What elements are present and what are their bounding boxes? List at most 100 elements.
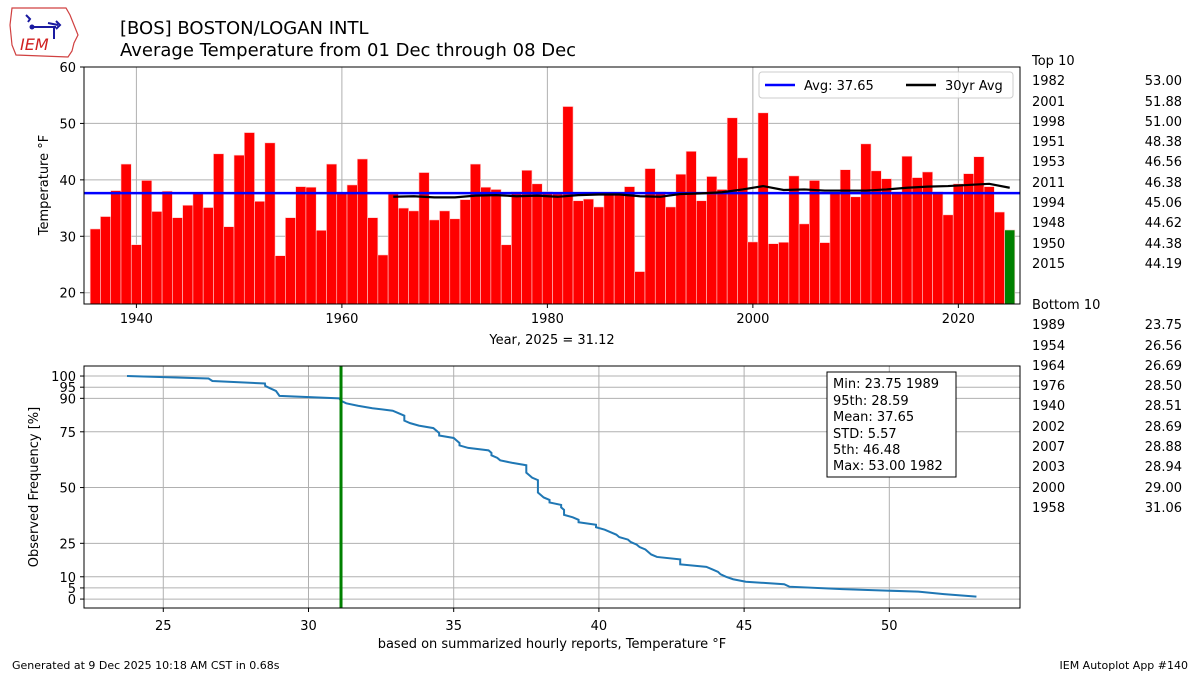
top-y-tick-label: 50 bbox=[59, 117, 76, 132]
bottom10-year: 2000 bbox=[1032, 479, 1065, 499]
top-x-tick-label: 2000 bbox=[736, 312, 769, 327]
bar-year-1949 bbox=[224, 227, 234, 304]
top10-row: 2001 51.88 bbox=[1032, 93, 1182, 113]
bar-year-1975 bbox=[491, 189, 501, 304]
bar-year-2005 bbox=[799, 224, 809, 304]
bottom10-year: 1964 bbox=[1032, 357, 1065, 377]
legend-30yr-label: 30yr Avg bbox=[945, 79, 1003, 94]
legend: Avg: 37.65 30yr Avg bbox=[759, 72, 1013, 98]
top10-row: 201544.19 bbox=[1032, 255, 1182, 275]
bar-year-2007 bbox=[820, 243, 830, 304]
bar-year-1937 bbox=[100, 217, 110, 304]
top-bars bbox=[90, 107, 1015, 305]
bottom-y-tick-label: 100 bbox=[51, 370, 76, 385]
bar-year-1994 bbox=[686, 151, 696, 304]
top10-value: 51.88 bbox=[1145, 93, 1182, 113]
top-y-tick-label: 60 bbox=[59, 61, 76, 76]
bottom10-row: 1964 26.69 bbox=[1032, 357, 1182, 377]
bar-year-1948 bbox=[213, 154, 223, 304]
bar-year-1936 bbox=[90, 229, 100, 304]
bar-year-1963 bbox=[368, 218, 378, 304]
bottom-y-tick-label: 25 bbox=[59, 537, 76, 552]
bottom10-value: 28.51 bbox=[1145, 397, 1182, 417]
bar-year-1989 bbox=[635, 272, 645, 304]
app-credit: IEM Autoplot App #140 bbox=[1060, 659, 1189, 672]
top10-year: 1948 bbox=[1032, 214, 1065, 234]
bar-year-2023 bbox=[984, 187, 994, 304]
bottom-y-axis-label: Observed Frequency [%] bbox=[27, 407, 42, 567]
bar-year-1973 bbox=[470, 164, 480, 304]
top10-year: 2001 bbox=[1032, 93, 1065, 113]
bar-year-1998 bbox=[727, 118, 737, 304]
top10-row: 195044.38 bbox=[1032, 235, 1182, 255]
stat-min: Min: 23.75 1989 bbox=[833, 377, 939, 392]
bottom10-value: 31.06 bbox=[1145, 499, 1182, 519]
bar-year-1939 bbox=[121, 164, 131, 304]
top10-value: 46.56 bbox=[1145, 153, 1182, 173]
top-x-tick-label: 1960 bbox=[325, 312, 358, 327]
bar-year-1961 bbox=[347, 185, 357, 304]
charts-canvas: 2030405060 19401960198020002020 Temperat… bbox=[0, 0, 1200, 675]
bar-year-2013 bbox=[881, 179, 891, 304]
bar-year-2010 bbox=[850, 197, 860, 304]
top10-row: 201146.38 bbox=[1032, 174, 1182, 194]
bottom10-value: 26.69 bbox=[1145, 357, 1182, 377]
bar-year-1995 bbox=[696, 201, 706, 304]
bar-year-1977 bbox=[511, 192, 521, 304]
top10-year: 1994 bbox=[1032, 194, 1065, 214]
bar-year-1953 bbox=[265, 143, 275, 304]
bottom10-year: 2002 bbox=[1032, 418, 1065, 438]
bar-year-1978 bbox=[522, 170, 532, 304]
top10-year: 1982 bbox=[1032, 72, 1065, 92]
bottom10-row: 195426.56 bbox=[1032, 337, 1182, 357]
bottom-x-tick-label: 50 bbox=[881, 619, 898, 634]
bar-year-2003 bbox=[779, 242, 789, 304]
bottom10-year: 1989 bbox=[1032, 316, 1065, 336]
bar-year-1940 bbox=[131, 245, 141, 304]
bar-year-1992 bbox=[666, 207, 676, 304]
bottom10-value: 29.00 bbox=[1145, 479, 1182, 499]
bottom-y-tick-label: 50 bbox=[59, 482, 76, 497]
stat-5th: 5th: 46.48 bbox=[833, 443, 900, 458]
bar-year-1957 bbox=[306, 187, 316, 304]
bottom10-year: 1958 bbox=[1032, 499, 1065, 519]
stat-95th: 95th: 28.59 bbox=[833, 394, 909, 409]
bottom10-row: 197628.50 bbox=[1032, 377, 1182, 397]
bar-year-1981 bbox=[553, 194, 563, 304]
bar-year-2006 bbox=[809, 180, 819, 304]
bottom-x-tick-label: 30 bbox=[300, 619, 317, 634]
bar-year-1979 bbox=[532, 184, 542, 304]
bottom10-value: 28.69 bbox=[1145, 418, 1182, 438]
bottom-y-tick-label: 10 bbox=[59, 571, 76, 586]
top10-row: 199851.00 bbox=[1032, 113, 1182, 133]
bottom-x-axis-label: based on summarized hourly reports, Temp… bbox=[378, 637, 727, 652]
top10-year: 2015 bbox=[1032, 255, 1065, 275]
bottom10-year: 1940 bbox=[1032, 397, 1065, 417]
top10-value: 45.06 bbox=[1145, 194, 1182, 214]
bar-year-1947 bbox=[203, 208, 213, 304]
bar-year-2019 bbox=[943, 215, 953, 304]
bar-year-1972 bbox=[460, 200, 470, 304]
top10-row: 1994 45.06 bbox=[1032, 194, 1182, 214]
bottom10-value: 28.88 bbox=[1145, 438, 1182, 458]
bar-year-1943 bbox=[162, 191, 172, 304]
bottom-y-tick-label: 75 bbox=[59, 426, 76, 441]
bar-year-1944 bbox=[172, 218, 182, 304]
legend-avg-label: Avg: 37.65 bbox=[804, 79, 874, 94]
bar-year-1956 bbox=[296, 187, 306, 304]
bar-year-1965 bbox=[388, 194, 398, 304]
bar-year-1982 bbox=[563, 107, 573, 305]
bar-year-1967 bbox=[409, 211, 419, 304]
stat-max: Max: 53.00 1982 bbox=[833, 459, 943, 474]
bottom10-year: 1976 bbox=[1032, 377, 1065, 397]
bar-year-2017 bbox=[922, 172, 932, 304]
bar-year-1945 bbox=[183, 205, 193, 304]
bottom10-year: 2007 bbox=[1032, 438, 1065, 458]
bar-year-2004 bbox=[789, 176, 799, 304]
bar-year-2016 bbox=[912, 178, 922, 304]
top-x-tick-label: 1980 bbox=[531, 312, 564, 327]
bar-year-1996 bbox=[707, 176, 717, 304]
bottom10-row: 1958 31.06 bbox=[1032, 499, 1182, 519]
bar-year-2024 bbox=[994, 212, 1004, 304]
bar-year-1984 bbox=[583, 199, 593, 304]
